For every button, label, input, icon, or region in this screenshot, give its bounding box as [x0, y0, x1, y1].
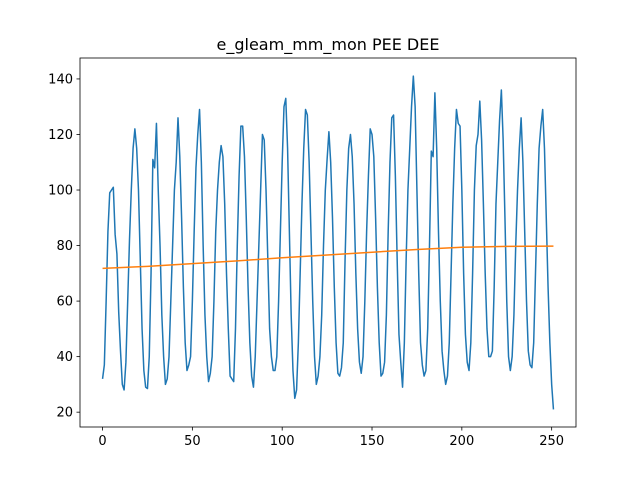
- x-tick-label: 100: [270, 434, 295, 449]
- line-series: [101, 75, 555, 410]
- x-tick-label: 150: [360, 434, 385, 449]
- y-tick-label: 60: [56, 295, 73, 310]
- y-tick-label: 40: [56, 350, 73, 365]
- y-tick-label: 80: [56, 239, 73, 254]
- chart-title: e_gleam_mm_mon PEE DEE: [217, 35, 440, 55]
- y-tick-label: 20: [56, 406, 73, 421]
- y-tick-label: 120: [48, 128, 73, 143]
- x-tick-label: 0: [98, 434, 106, 449]
- y-tick-label: 140: [48, 72, 73, 87]
- plot-frame: [79, 57, 577, 428]
- x-tick-label: 250: [539, 434, 564, 449]
- y-tick-label: 100: [48, 184, 73, 199]
- x-tick-label: 200: [449, 434, 474, 449]
- x-tick-label: 50: [184, 434, 201, 449]
- line-series: [102, 245, 554, 270]
